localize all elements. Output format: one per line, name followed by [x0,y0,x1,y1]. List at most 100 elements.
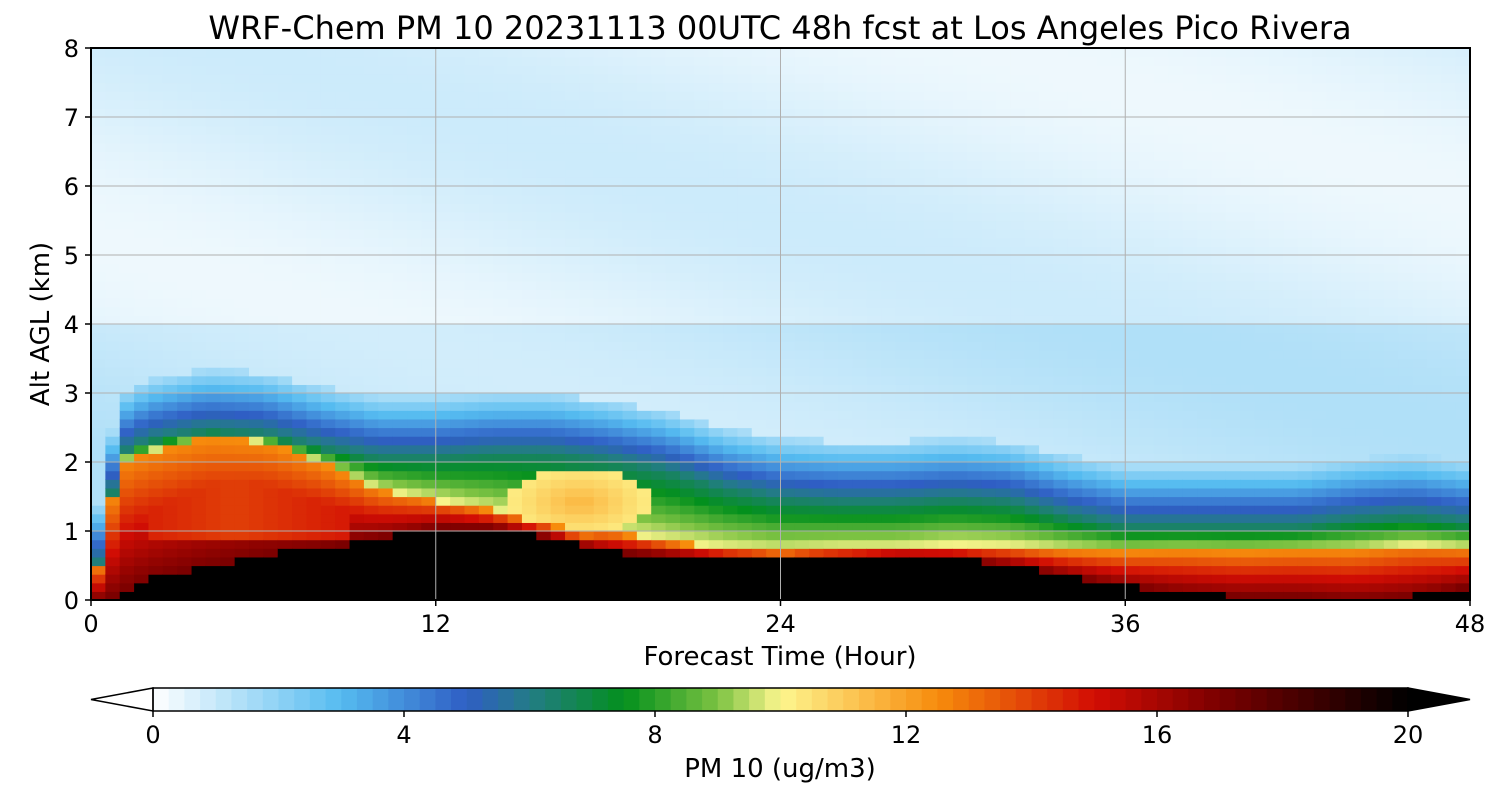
field-cell [263,134,279,144]
field-cell [1010,410,1026,420]
field-cell [952,56,968,66]
field-cell [1182,99,1198,109]
field-cell [981,186,997,196]
field-cell [407,263,422,273]
field-cell [938,272,954,282]
field-cell [91,142,106,153]
field-cell [881,548,897,558]
field-cell [708,418,724,429]
field-cell [1067,582,1083,592]
field-cell [177,315,193,325]
field-cell [981,513,997,523]
field-cell [608,237,624,247]
field-cell [478,401,494,411]
field-cell [105,125,121,135]
field-cell [837,151,853,161]
field-cell [881,237,897,247]
field-cell [651,108,667,118]
field-cell [737,324,753,334]
field-cell [622,298,638,308]
field-cell [263,565,279,575]
field-cell [995,168,1011,178]
field-cell [249,280,264,291]
field-cell [363,194,379,204]
field-cell [995,384,1011,394]
field-cell [1039,194,1055,204]
field-cell [1082,358,1098,368]
field-cell [292,349,308,360]
field-cell [780,479,796,489]
field-cell [852,384,868,394]
field-cell [378,410,394,420]
field-cell [521,73,537,84]
field-cell [177,522,193,532]
field-cell [895,203,911,213]
field-cell [593,367,609,377]
field-cell [1168,444,1184,454]
field-cell [1096,160,1112,170]
field-cell [608,358,624,368]
field-cell [565,479,580,489]
field-cell [105,410,121,420]
field-cell [924,384,940,394]
field-cell [234,522,250,532]
field-cell [1197,367,1213,377]
field-cell [751,91,767,101]
field-cell [435,349,451,360]
field-cell [881,462,897,472]
field-cell [751,246,767,256]
field-cell [478,582,494,592]
field-cell [306,582,322,592]
field-cell [320,177,336,187]
field-cell [665,99,681,109]
field-cell [708,496,724,506]
field-cell [1096,496,1112,506]
field-cell [148,289,164,299]
field-cell [1110,513,1126,523]
field-cell [306,496,322,506]
field-cell [320,229,336,239]
field-cell [1168,56,1184,66]
field-cell [909,332,925,342]
field-cell [1082,237,1098,247]
field-cell [1010,574,1026,584]
field-cell [1168,487,1184,498]
field-cell [134,367,150,377]
field-cell [995,125,1011,135]
field-cell [478,229,494,239]
field-cell [1197,453,1213,463]
field-cell [651,134,667,144]
field-cell [1182,574,1198,584]
field-cell [1053,565,1069,575]
field-cell [823,237,839,247]
field-cell [521,436,537,446]
field-cell [694,237,710,247]
field-cell [306,462,322,472]
field-cell [1024,324,1040,334]
field-cell [205,73,221,84]
field-cell [1153,453,1169,463]
field-cell [1067,99,1083,109]
field-cell [852,367,868,377]
field-cell [636,574,652,584]
field-cell [493,194,509,204]
field-cell [636,462,652,472]
field-cell [866,65,882,75]
field-cell [852,177,868,187]
field-cell [694,401,710,411]
field-cell [967,332,983,342]
field-cell [895,375,911,385]
field-cell [866,168,882,178]
field-cell [220,125,236,135]
field-cell [924,418,940,429]
field-cell [938,548,954,558]
field-cell [177,272,193,282]
field-cell [550,324,566,334]
field-cell [277,65,293,75]
field-cell [205,444,221,454]
field-cell [191,56,207,66]
field-cell [191,211,207,222]
field-cell [622,134,638,144]
field-cell [924,134,940,144]
field-cell [1039,436,1055,446]
